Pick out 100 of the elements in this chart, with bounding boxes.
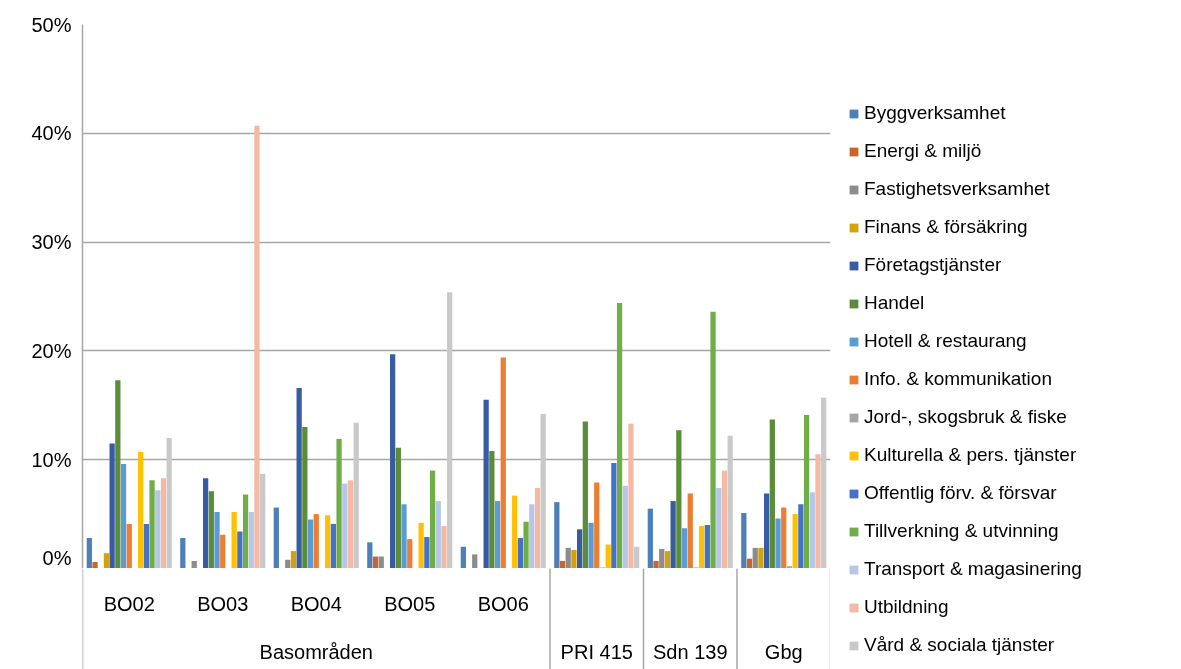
bar [103, 553, 110, 568]
bar [203, 478, 209, 568]
bar [758, 547, 764, 568]
bar [302, 427, 308, 568]
bar [313, 514, 319, 568]
bar [815, 454, 821, 568]
bar [741, 513, 747, 568]
bar [290, 551, 297, 568]
bar [180, 538, 186, 568]
bar [582, 421, 588, 568]
bar [798, 504, 804, 568]
bar [242, 494, 249, 568]
legend-label: Kulturella & pers. tjänster [864, 444, 1077, 466]
bar [424, 536, 430, 568]
bar [769, 419, 775, 568]
bar [248, 511, 254, 568]
legend-label: Jord-, skogsbruk & fiske [864, 406, 1067, 428]
bar [472, 554, 478, 568]
bar [517, 538, 523, 568]
bar [577, 529, 583, 568]
bar [372, 556, 379, 568]
x-tick-label: BO06 [477, 592, 529, 615]
legend-label: Energi & miljö [864, 140, 982, 162]
y-tick-label: 40% [31, 122, 72, 145]
legend-label: Offentlig förv. & försvar [864, 482, 1057, 504]
bar [594, 482, 600, 568]
bar [659, 548, 665, 568]
bar [540, 414, 546, 568]
bar [325, 515, 331, 568]
bar [721, 470, 728, 568]
bar [489, 451, 495, 568]
bar [109, 443, 115, 568]
bar [781, 507, 787, 568]
bar [214, 511, 220, 568]
bar [160, 478, 167, 568]
bar [681, 528, 688, 568]
bar [534, 487, 541, 568]
bar [429, 470, 436, 568]
bar [792, 514, 798, 568]
bar [378, 556, 384, 568]
legend-label: Fastighetsverksamhet [864, 178, 1050, 200]
legend-label: Transport & magasinering [864, 558, 1082, 580]
bar [687, 493, 693, 568]
bar [166, 437, 172, 568]
text: Sdn 139 [652, 641, 728, 664]
bar [347, 480, 354, 568]
bar [746, 558, 753, 568]
bar [390, 354, 396, 568]
bar [115, 380, 121, 568]
bar [670, 501, 676, 568]
bar [565, 547, 571, 568]
bar [559, 560, 566, 568]
text: Basområden [259, 641, 373, 664]
bar [367, 542, 373, 568]
x-tick-label: BO03 [197, 592, 249, 615]
bar [231, 511, 237, 568]
bar [435, 501, 441, 568]
bar [237, 531, 243, 568]
bar [330, 523, 336, 568]
legend-label: Vård & sociala tjänster [864, 634, 1055, 656]
bar [92, 561, 98, 568]
legend-label: Hotell & restaurang [864, 330, 1027, 352]
bar [395, 447, 401, 568]
bar [336, 439, 342, 568]
bar [208, 491, 214, 568]
bar [191, 560, 197, 568]
bar [616, 303, 623, 568]
bar [727, 435, 733, 568]
bar [441, 526, 447, 568]
bar [611, 462, 617, 568]
bar [494, 501, 501, 568]
bar [285, 559, 291, 568]
y-tick-label: 20% [31, 339, 72, 362]
bar [149, 480, 155, 568]
bar [699, 526, 705, 568]
bar [86, 538, 92, 568]
legend-label: Byggverksamhet [864, 102, 1006, 124]
bar [628, 423, 634, 568]
legend-label: Utbildning [864, 596, 949, 618]
bar [418, 522, 424, 568]
bar [155, 490, 161, 568]
x-tick-label: BO02 [103, 592, 155, 615]
bar [634, 546, 640, 568]
legend-label: Info. & kommunikation [864, 368, 1052, 390]
bar [554, 502, 560, 568]
bar [254, 125, 260, 568]
bar [704, 524, 710, 568]
bar [407, 539, 413, 568]
bar [220, 534, 226, 568]
legend-label: Finans & försäkring [864, 216, 1028, 238]
x-tick-label: BO05 [384, 592, 436, 615]
y-tick-label: 30% [31, 231, 72, 254]
legend-label: Handel [864, 292, 925, 314]
bar [143, 523, 149, 568]
bar [622, 485, 628, 568]
bar [752, 547, 758, 568]
bar [523, 521, 529, 568]
bar [571, 550, 577, 568]
bar [809, 492, 815, 568]
y-tick-label: 50% [31, 13, 72, 36]
